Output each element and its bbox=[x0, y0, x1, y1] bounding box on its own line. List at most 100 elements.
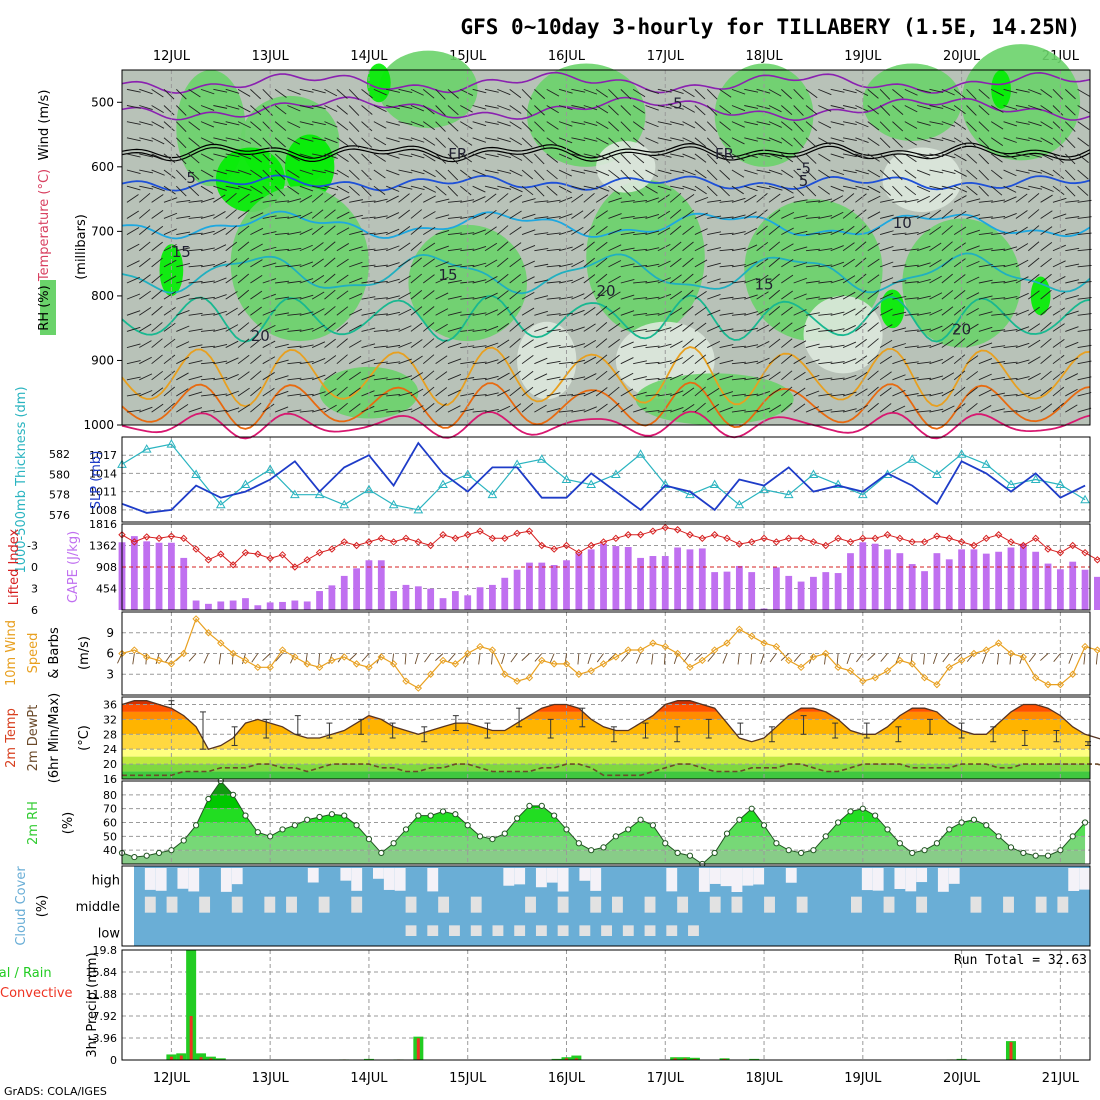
thickness-point bbox=[289, 489, 300, 499]
wind-barb bbox=[237, 193, 250, 203]
rh-point bbox=[983, 822, 990, 829]
wind-speed-point bbox=[1019, 653, 1028, 661]
rh-point bbox=[921, 847, 928, 854]
cape-bar bbox=[1081, 569, 1089, 610]
wind-axis-label-1-line: 10m Wind bbox=[4, 620, 19, 686]
rh-point bbox=[637, 816, 644, 823]
wind-barb bbox=[484, 359, 499, 365]
wind-speed-point bbox=[352, 660, 361, 668]
wind-barb bbox=[892, 358, 906, 365]
wind-barb bbox=[571, 259, 585, 268]
surface-wind-barb bbox=[251, 653, 259, 663]
wind-barb bbox=[744, 185, 758, 192]
wind-barb bbox=[151, 387, 164, 397]
wind-barb bbox=[472, 377, 487, 381]
wind-barb bbox=[793, 403, 806, 413]
wind-barb bbox=[497, 389, 511, 397]
wind-barb bbox=[633, 391, 647, 397]
wind-barb bbox=[756, 241, 769, 252]
wind-barb bbox=[447, 389, 461, 397]
wind-barb bbox=[225, 192, 237, 203]
wind-barb bbox=[1028, 372, 1041, 381]
lifted-index-point bbox=[1093, 556, 1100, 564]
wind-barb bbox=[719, 121, 731, 131]
wind-barb bbox=[151, 289, 163, 300]
wind-barb bbox=[633, 216, 648, 219]
wind-barb bbox=[805, 343, 820, 348]
wind-barb bbox=[657, 376, 672, 381]
wind-barb bbox=[917, 295, 931, 300]
wind-barb bbox=[966, 137, 977, 148]
wind-barb bbox=[781, 196, 795, 203]
wind-barb bbox=[571, 376, 586, 381]
wind-barb bbox=[361, 153, 372, 164]
wind-speed-point bbox=[130, 646, 139, 654]
cape-bar bbox=[908, 564, 916, 610]
wind-barb bbox=[830, 278, 845, 284]
wind-barb bbox=[744, 360, 759, 365]
wind-barb bbox=[645, 197, 659, 203]
wind-speed-point bbox=[488, 646, 497, 654]
wind-barb bbox=[386, 410, 401, 413]
cloud-high-cell bbox=[155, 868, 167, 891]
wind-barb bbox=[1052, 339, 1065, 348]
cloud-high-cell bbox=[1068, 868, 1080, 891]
wind-barb bbox=[793, 121, 804, 132]
wind-barb bbox=[953, 89, 966, 99]
wind-barb bbox=[595, 105, 609, 114]
wind-speed-point bbox=[340, 653, 348, 661]
wind-barb bbox=[682, 371, 695, 381]
wind-barb bbox=[978, 342, 993, 348]
wind-barb bbox=[620, 388, 634, 397]
wind-legend-label-line: Wind (m/s) bbox=[37, 90, 52, 161]
wind-barb bbox=[645, 230, 660, 236]
wind-barb bbox=[904, 232, 919, 236]
wind-barb bbox=[1028, 185, 1043, 190]
wind-barb bbox=[262, 403, 275, 413]
wind-barb bbox=[151, 209, 164, 219]
x-axis-label-bottom: 15JUL bbox=[449, 1071, 487, 1086]
rh-point bbox=[946, 826, 953, 833]
wind-barb bbox=[546, 360, 561, 365]
li-tick-label: 6 bbox=[31, 604, 38, 617]
lifted-index-point bbox=[809, 538, 818, 546]
wind-speed-point bbox=[797, 663, 805, 672]
wind-barb bbox=[521, 370, 534, 381]
wind-barb bbox=[287, 264, 302, 268]
wind-barb bbox=[497, 306, 509, 316]
wind-barb bbox=[324, 193, 336, 203]
wind-barb bbox=[805, 280, 820, 284]
wind-barb bbox=[139, 257, 151, 268]
wind-barb bbox=[744, 261, 758, 268]
wind-panel-frame bbox=[121, 611, 1091, 696]
cape-bar bbox=[884, 549, 891, 610]
cape-tick-label: 908 bbox=[96, 561, 117, 574]
wind-barb bbox=[929, 121, 944, 125]
wind-barb bbox=[1064, 169, 1076, 181]
rh-band bbox=[122, 794, 1086, 809]
lifted-index-point bbox=[785, 534, 793, 543]
wind-barb bbox=[348, 153, 360, 165]
wind-barb bbox=[929, 292, 943, 300]
precip-axis-label-line: 3hr Precip (mm) bbox=[85, 952, 100, 1057]
chart-title: GFS 0~10day 3-hourly for TILLABERY (1.5E… bbox=[460, 15, 1080, 39]
wind-barb bbox=[176, 121, 187, 132]
wind-barb bbox=[484, 292, 498, 300]
wind-barb bbox=[990, 121, 1004, 130]
wind-speed-point bbox=[859, 677, 867, 685]
wind-barb bbox=[435, 105, 446, 116]
wind-barb bbox=[830, 169, 845, 176]
wind-barb bbox=[781, 153, 794, 163]
wind-barb bbox=[978, 89, 990, 99]
wind-barb bbox=[287, 185, 300, 195]
wind-speed-point bbox=[785, 656, 793, 665]
wind-barb bbox=[781, 243, 794, 252]
lifted-index-point bbox=[1081, 548, 1089, 557]
wind-barb bbox=[892, 153, 903, 165]
wind-speed-point bbox=[538, 656, 546, 665]
wind-barb bbox=[361, 185, 372, 197]
wind-barb bbox=[917, 377, 932, 381]
wind-barb bbox=[398, 137, 413, 142]
wind-barb bbox=[435, 403, 447, 413]
wind-barb bbox=[657, 227, 671, 235]
